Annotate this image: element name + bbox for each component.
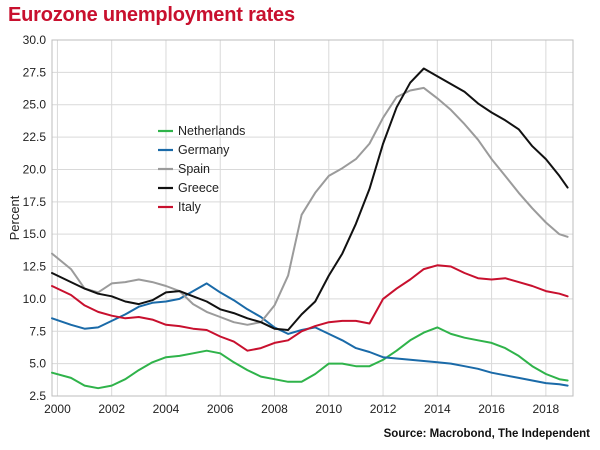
y-tick-label: 25.0 [23, 98, 47, 112]
series-line-spain [51, 86, 569, 326]
y-tick-label: 12.5 [23, 260, 47, 274]
y-tick-label: 17.5 [23, 195, 47, 209]
y-tick-label: 5.0 [29, 357, 46, 371]
x-tick-label: 2000 [44, 402, 71, 416]
y-tick-label: 15.0 [23, 227, 47, 241]
y-axis-label: Percent [7, 195, 22, 240]
legend-label-spain: Spain [178, 162, 210, 176]
x-axis-ticks: 2000 2002 2004 2006 2008 2010 2012 2014 2016 2018 [44, 402, 559, 416]
y-tick-label: 10.0 [23, 292, 47, 306]
series-line-italy [51, 264, 569, 352]
grid [52, 39, 573, 397]
x-tick-label: 2010 [315, 402, 342, 416]
series-line-greece [51, 67, 569, 331]
plot-frame [51, 39, 574, 397]
chart-title: Eurozone unemployment rates [8, 4, 295, 26]
series-line-germany [51, 282, 569, 387]
x-tick-label: 2012 [370, 402, 397, 416]
x-tick-label: 2008 [261, 402, 288, 416]
legend-label-netherlands: Netherlands [178, 124, 245, 138]
x-tick-label: 2018 [533, 402, 560, 416]
y-tick-label: 22.5 [23, 130, 47, 144]
series-lines [51, 67, 569, 390]
legend-label-italy: Italy [178, 200, 202, 214]
x-tick-label: 2014 [424, 402, 451, 416]
x-tick-label: 2016 [478, 402, 505, 416]
x-tick-label: 2006 [207, 402, 234, 416]
y-tick-label: 20.0 [23, 162, 47, 176]
x-tick-label: 2002 [98, 402, 125, 416]
y-tick-label: 30.0 [23, 33, 47, 47]
legend-label-greece: Greece [178, 181, 219, 195]
legend-label-germany: Germany [178, 143, 230, 157]
legend: Netherlands Germany Spain Greece Italy [158, 124, 245, 214]
source-note: Source: Macrobond, The Independent [383, 428, 590, 440]
series-line-netherlands [51, 326, 569, 390]
y-tick-label: 7.5 [29, 324, 46, 338]
y-tick-label: 27.5 [23, 65, 47, 79]
x-tick-label: 2004 [153, 402, 180, 416]
y-axis-ticks: 2.5 5.0 7.5 10.0 12.5 15.0 17.5 20.0 22.5 25.0 27.… [23, 33, 47, 403]
y-tick-label: 2.5 [29, 389, 46, 403]
